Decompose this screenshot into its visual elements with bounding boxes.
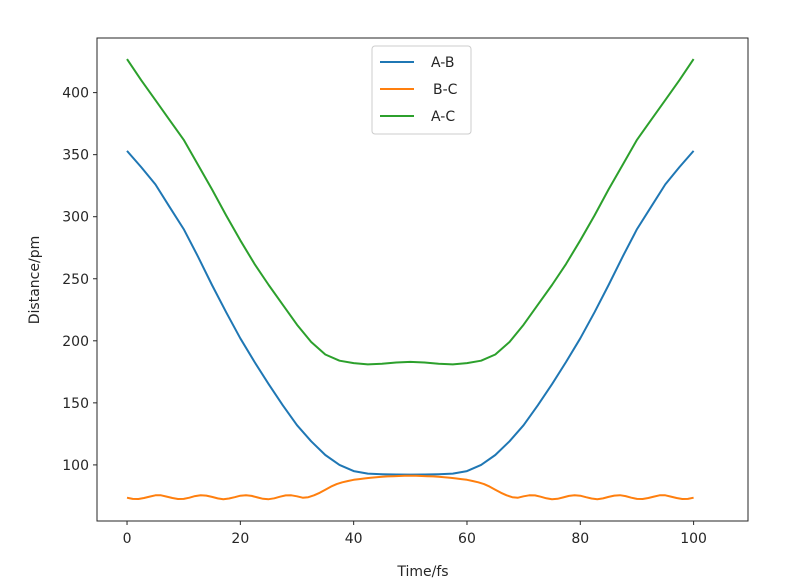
series-line-a-b	[126, 150, 695, 476]
x-axis: 0 20 40 60 80 100	[123, 521, 707, 547]
y-tick-label: 150	[62, 396, 89, 412]
y-axis: 100 150 200 250 300 350 400	[62, 86, 97, 474]
y-tick-label: 350	[62, 148, 89, 164]
y-axis-label: Distance/pm	[27, 236, 43, 324]
x-tick-label: 60	[458, 531, 476, 547]
x-axis-label: Time/fs	[396, 564, 448, 580]
legend-label-a-b: A-B	[431, 55, 454, 71]
y-tick-label: 100	[62, 458, 89, 474]
legend-label-a-c: A-C	[431, 109, 455, 125]
y-tick-label: 300	[62, 210, 89, 226]
y-tick-label: 250	[62, 272, 89, 288]
y-tick-label: 400	[62, 86, 89, 102]
series-line-a-c	[126, 58, 695, 366]
x-tick-label: 40	[345, 531, 363, 547]
legend: A-B B-C A-C	[371, 45, 472, 135]
series-line-b-c	[126, 474, 694, 501]
x-tick-label: 20	[231, 531, 249, 547]
x-tick-label: 0	[123, 531, 132, 547]
plot-frame	[96, 37, 749, 522]
legend-label-b-c: B-C	[433, 82, 458, 98]
x-tick-label: 80	[571, 531, 589, 547]
series-layer	[126, 58, 695, 501]
x-tick-label: 100	[680, 531, 707, 547]
legend-box	[371, 45, 472, 135]
y-tick-label: 200	[62, 334, 89, 350]
